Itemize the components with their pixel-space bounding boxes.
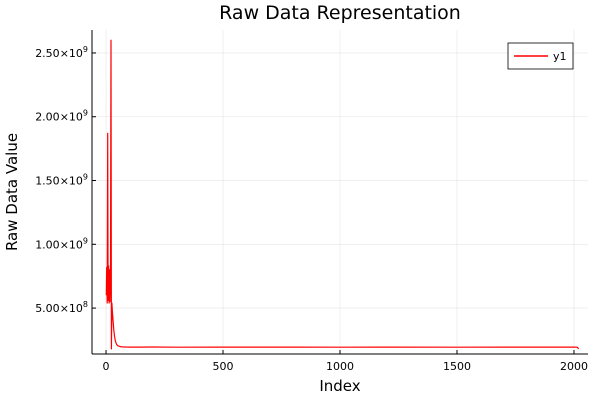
y-tick-label: 2.50×109	[35, 45, 88, 60]
y-tick-label: 1.00×109	[35, 236, 88, 251]
y-tick-label: 5.00×108	[35, 300, 88, 315]
y-tick-mantissa: 1.00	[35, 238, 60, 251]
x-axis-label: Index	[319, 377, 360, 395]
x-tick-label: 500	[213, 360, 234, 373]
legend-label-y1: y1	[553, 50, 567, 63]
y-tick-times: ×10	[60, 47, 83, 60]
y-tick-exponent: 9	[83, 236, 88, 245]
x-tick-label: 0	[103, 360, 110, 373]
x-tick-label: 2000	[560, 360, 588, 373]
y-tick-mantissa: 1.50	[35, 175, 60, 188]
y-tick-times: ×10	[60, 302, 83, 315]
grid-lines	[92, 30, 588, 354]
y-tick-mantissa: 5.00	[35, 302, 60, 315]
y-tick-exponent: 9	[83, 45, 88, 54]
y-tick-mantissa: 2.00	[35, 111, 60, 124]
x-tick-label: 1500	[443, 360, 471, 373]
y-tick-mantissa: 2.50	[35, 47, 60, 60]
x-ticks: 0 500 1000 1500 2000	[103, 350, 588, 373]
y-tick-label: 1.50×109	[35, 173, 88, 188]
x-tick-label: 1000	[326, 360, 354, 373]
y-tick-label: 2.00×109	[35, 109, 88, 124]
plot-area	[105, 39, 580, 350]
y-tick-exponent: 9	[83, 109, 88, 118]
series-line-y1	[105, 39, 580, 350]
y-tick-exponent: 9	[83, 173, 88, 182]
legend: y1	[507, 42, 574, 70]
y-tick-times: ×10	[60, 175, 83, 188]
y-axis-label: Raw Data Value	[3, 133, 21, 251]
y-tick-times: ×10	[60, 111, 83, 124]
chart-title: Raw Data Representation	[219, 2, 461, 24]
y-tick-exponent: 8	[83, 300, 88, 309]
y-tick-times: ×10	[60, 238, 83, 251]
